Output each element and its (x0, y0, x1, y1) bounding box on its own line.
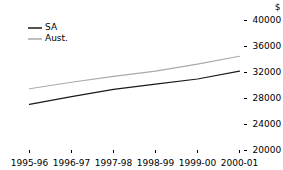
svg-text:32000: 32000 (253, 67, 282, 77)
html-text:Aust.: Aust. (45, 33, 68, 43)
svg-text:40000: 40000 (253, 15, 282, 25)
svg-text:24000: 24000 (253, 119, 282, 129)
svg-text:1996-97: 1996-97 (53, 158, 91, 168)
html-text:SA: SA (45, 22, 57, 32)
svg-text:20000: 20000 (253, 145, 282, 155)
svg-text:1998-99: 1998-99 (137, 158, 175, 168)
svg-text:28000: 28000 (253, 93, 282, 103)
svg-text:2000-01: 2000-01 (221, 158, 259, 168)
svg-text:36000: 36000 (253, 41, 282, 51)
svg-text:$: $ (275, 2, 281, 12)
svg-text:1995-96: 1995-96 (11, 158, 49, 168)
svg-text:1999-00: 1999-00 (179, 158, 217, 168)
svg-text:1997-98: 1997-98 (95, 158, 133, 168)
